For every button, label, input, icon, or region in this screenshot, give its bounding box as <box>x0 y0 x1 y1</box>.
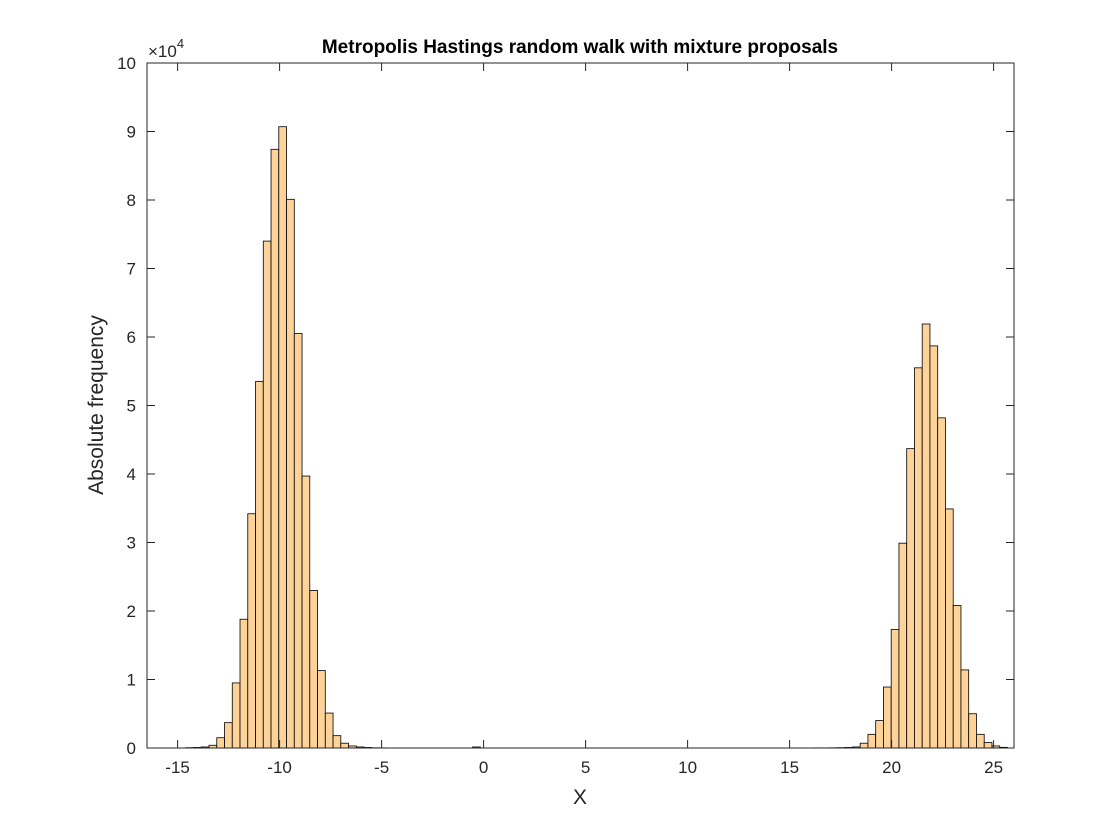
x-tick-label: 10 <box>678 758 697 777</box>
histogram-bar <box>255 381 264 749</box>
ticks-group <box>147 62 1014 749</box>
histogram-bar <box>976 733 985 749</box>
histogram-bar <box>309 590 318 749</box>
histogram-bar <box>317 670 326 749</box>
histogram-bar <box>859 742 869 749</box>
x-tick-label: -10 <box>267 758 292 777</box>
plot-area <box>146 62 1015 749</box>
bars-group <box>185 126 1008 749</box>
histogram-bar <box>324 712 334 749</box>
histogram-bar <box>262 240 272 749</box>
histogram-bar <box>867 733 877 749</box>
y-tick-label: 2 <box>127 602 136 621</box>
histogram-bar <box>286 198 295 749</box>
x-tick-label: 25 <box>984 758 1003 777</box>
x-axis-label: X <box>573 786 587 809</box>
histogram-bar <box>952 605 962 749</box>
histogram-bar <box>224 722 233 749</box>
histogram-bar <box>247 513 256 749</box>
histogram-bar <box>983 742 993 749</box>
x-tick-label: 20 <box>882 758 901 777</box>
histogram-bar <box>890 629 900 749</box>
y-exponent-power: 4 <box>177 36 184 51</box>
y-tick-label: 8 <box>127 191 136 210</box>
y-tick-label: 4 <box>127 465 136 484</box>
histogram-bar <box>293 333 303 749</box>
y-tick-label: 6 <box>127 328 136 347</box>
y-tick-label: 7 <box>127 260 136 279</box>
y-tick-label: 1 <box>127 671 136 690</box>
histogram-bar <box>898 542 908 749</box>
histogram-bar <box>914 367 923 749</box>
histogram-bar <box>937 417 946 749</box>
histogram-bar <box>960 669 970 749</box>
histogram-bar <box>968 713 977 749</box>
x-tick-label: -15 <box>165 758 190 777</box>
y-axis-label: Absolute frequency <box>85 315 108 495</box>
y-exponent-label: ×104 <box>148 36 184 61</box>
histogram-bar <box>216 737 225 749</box>
chart-title: Metropolis Hastings random walk with mix… <box>322 37 838 58</box>
histogram-bar <box>239 618 249 749</box>
histogram-bar <box>929 345 939 749</box>
y-tick-label: 0 <box>127 739 136 758</box>
x-tick-label: 15 <box>780 758 799 777</box>
y-tick-label: 10 <box>117 54 136 73</box>
histogram-bar <box>301 475 311 749</box>
y-exponent-base: ×10 <box>148 42 177 61</box>
histogram-bar <box>883 686 892 749</box>
x-tick-label: 0 <box>479 758 488 777</box>
x-tick-label: -5 <box>374 758 389 777</box>
axes-box <box>146 62 1015 749</box>
histogram-bar <box>332 735 342 749</box>
histogram-bar <box>906 448 915 749</box>
histogram-bar <box>921 323 931 749</box>
y-tick-label: 9 <box>127 123 136 142</box>
histogram-bar <box>231 682 241 749</box>
histogram-bar <box>875 720 884 749</box>
y-tick-label: 5 <box>127 397 136 416</box>
y-tick-label: 3 <box>127 534 136 553</box>
histogram-bar <box>278 126 287 749</box>
x-tick-labels: -15 -10 -5 0 5 10 15 20 25 <box>165 758 1003 777</box>
x-tick-label: 5 <box>581 758 590 777</box>
histogram-bar <box>270 148 280 749</box>
y-tick-labels: 0 1 2 3 4 5 6 7 8 9 10 <box>117 54 136 758</box>
histogram-bar <box>945 508 954 749</box>
histogram-bar <box>340 742 349 749</box>
